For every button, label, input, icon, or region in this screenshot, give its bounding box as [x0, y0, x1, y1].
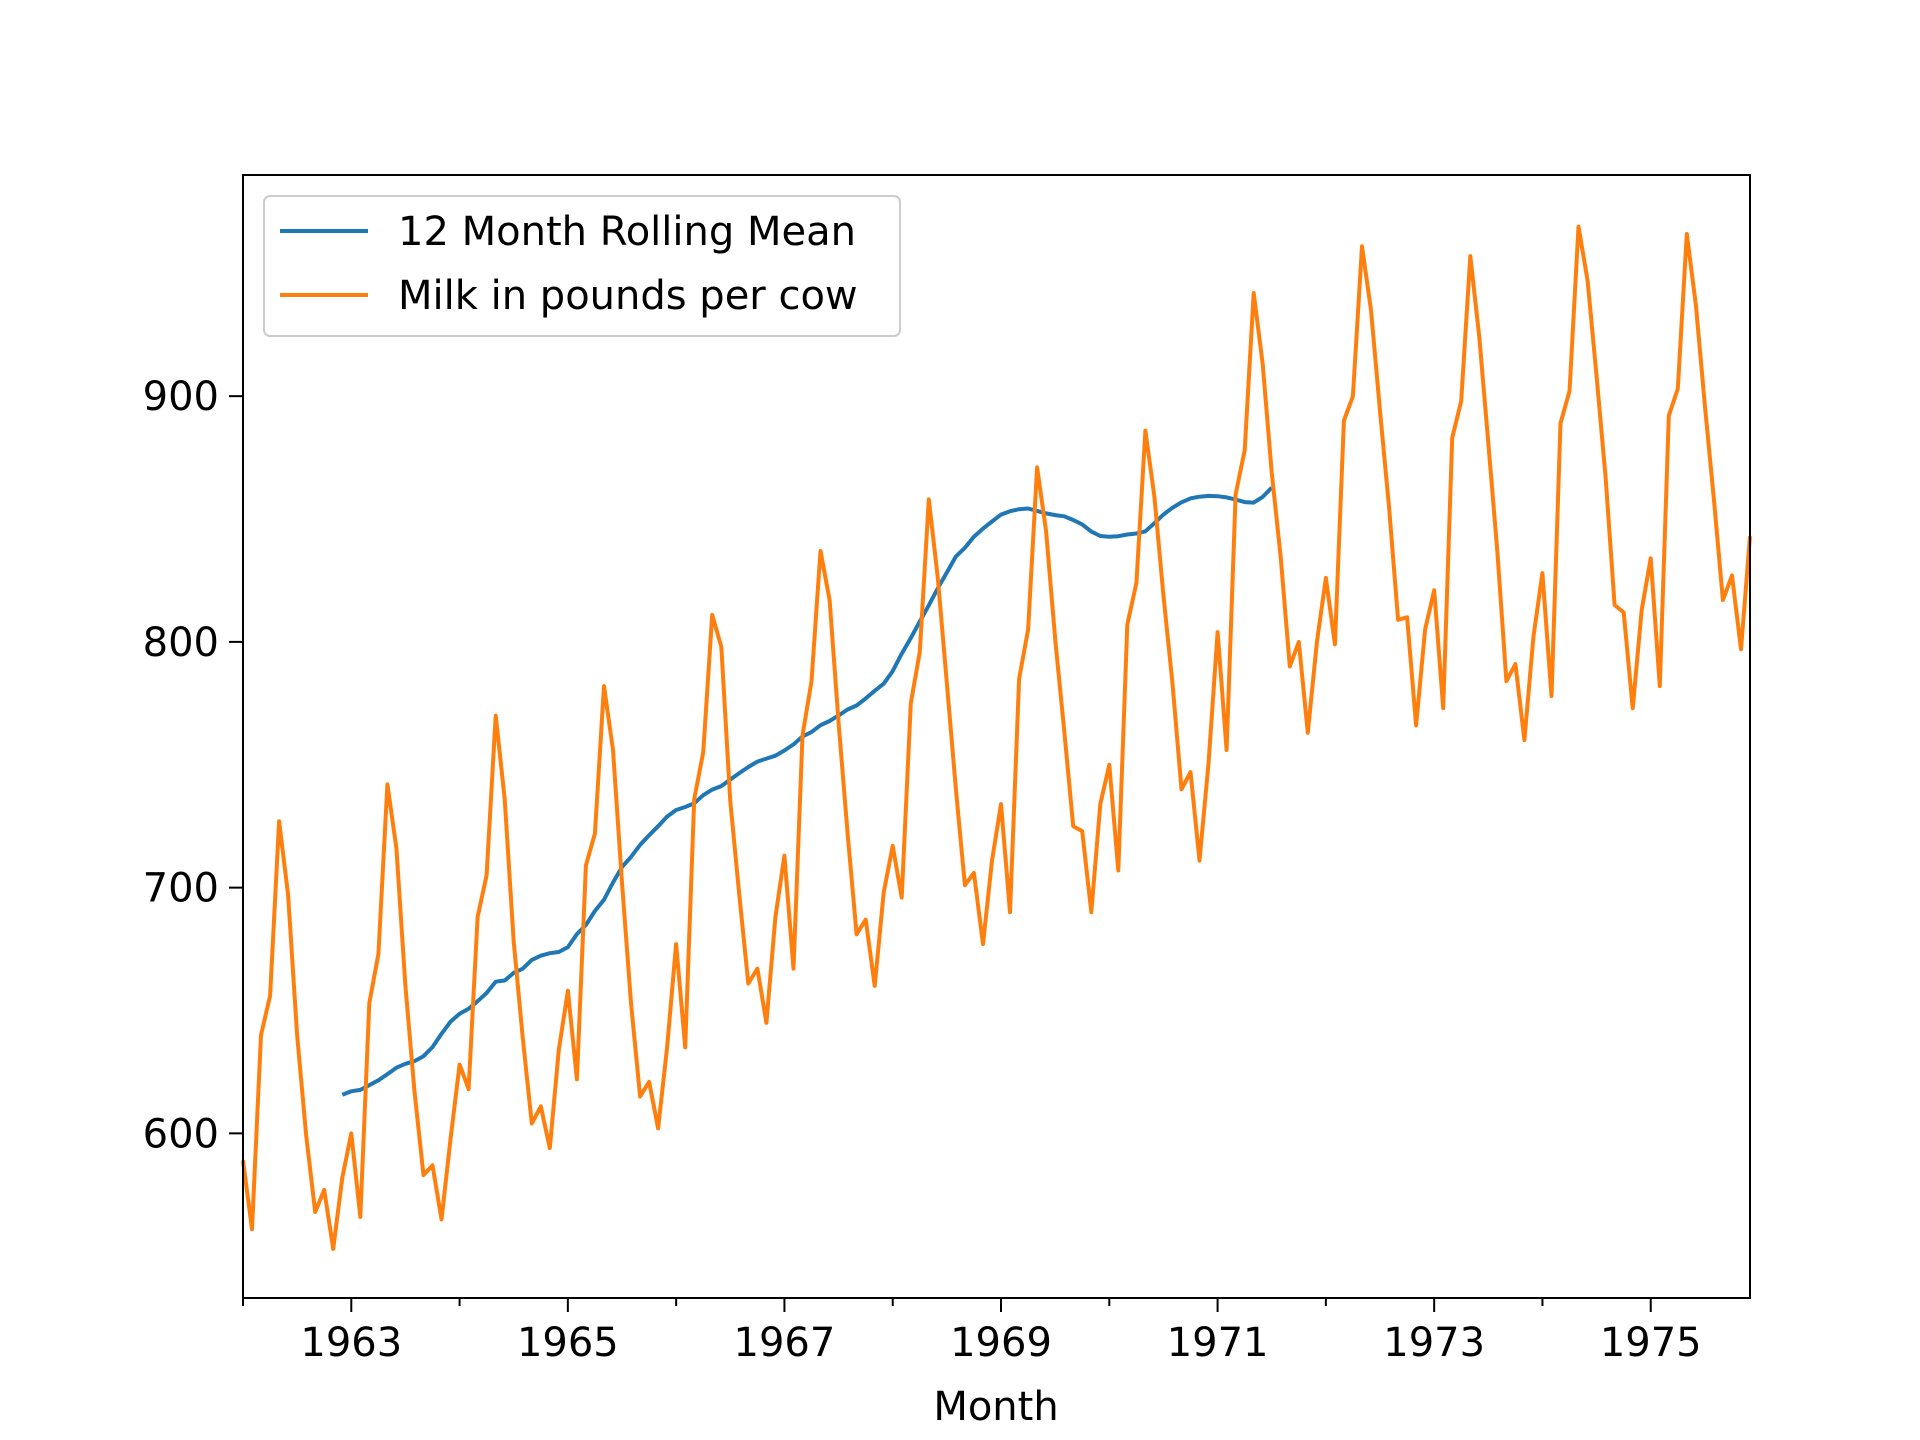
x-axis-title: Month [933, 1384, 1058, 1430]
x-tick-label: 1969 [950, 1320, 1052, 1366]
x-axis: 1963 1965 1967 1969 1971 1973 1975 [242, 1298, 1702, 1366]
x-tick-label: 1967 [734, 1320, 836, 1366]
y-tick-label: 700 [143, 866, 219, 912]
series-layer [241, 224, 1752, 1251]
series-line-1 [241, 224, 1752, 1251]
y-tick-label: 800 [143, 620, 219, 666]
legend-label-rolling-mean: 12 Month Rolling Mean [398, 209, 856, 255]
legend-box [263, 195, 901, 337]
plot-frame [242, 174, 1751, 1299]
x-tick-label: 1971 [1167, 1320, 1269, 1366]
x-tick-label: 1963 [300, 1320, 402, 1366]
y-tick-label: 900 [143, 374, 219, 420]
y-axis: 600 700 800 900 [143, 374, 243, 1157]
x-tick-label: 1973 [1383, 1320, 1485, 1366]
x-tick-label: 1965 [517, 1320, 619, 1366]
y-tick-label: 600 [143, 1111, 219, 1157]
x-tick-label: 1975 [1600, 1320, 1702, 1366]
legend-label-milk: Milk in pounds per cow [398, 273, 858, 319]
legend: 12 Month Rolling Mean Milk in pounds per… [263, 195, 901, 337]
series-line-0 [341, 486, 1274, 1097]
